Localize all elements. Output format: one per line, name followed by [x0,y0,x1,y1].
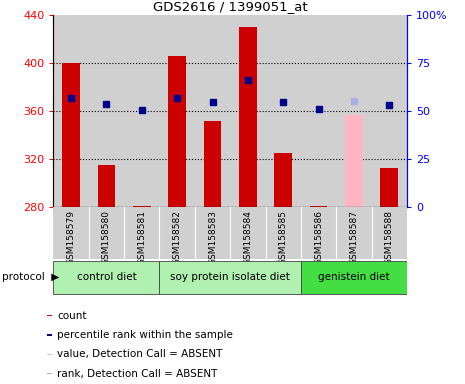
Bar [159,261,301,294]
Title: GDS2616 / 1399051_at: GDS2616 / 1399051_at [153,0,307,13]
Bar [310,206,327,207]
Text: GSM158588: GSM158588 [385,210,394,265]
Text: GSM158583: GSM158583 [208,210,217,265]
Text: rank, Detection Call = ABSENT: rank, Detection Call = ABSENT [57,369,217,379]
Text: GSM158586: GSM158586 [314,210,323,265]
Bar [266,207,301,259]
Bar [53,15,89,207]
Text: GSM158579: GSM158579 [66,210,76,265]
Bar [89,207,124,259]
Bar [62,63,80,207]
Bar [159,15,195,207]
Bar [195,207,230,259]
Text: protocol  ▶: protocol ▶ [2,272,60,283]
Text: GSM158585: GSM158585 [279,210,288,265]
Bar [53,261,159,294]
Bar [230,15,266,207]
Text: GSM158581: GSM158581 [137,210,146,265]
Bar [195,15,230,207]
Bar [53,207,89,259]
Bar [89,15,124,207]
Bar [133,206,151,207]
Bar [46,373,53,374]
Bar [46,315,53,316]
Text: GSM158580: GSM158580 [102,210,111,265]
Bar [301,15,336,207]
Bar [124,207,159,259]
Bar [46,334,53,336]
Bar [336,207,372,259]
Bar [98,166,115,207]
Text: soy protein isolate diet: soy protein isolate diet [170,272,290,282]
Bar [204,121,221,207]
Text: GSM158584: GSM158584 [243,210,252,265]
Bar [372,207,407,259]
Text: GSM158587: GSM158587 [349,210,359,265]
Text: GSM158582: GSM158582 [173,210,182,265]
Bar [372,15,407,207]
Text: value, Detection Call = ABSENT: value, Detection Call = ABSENT [57,349,222,359]
Text: genistein diet: genistein diet [318,272,390,282]
Text: control diet: control diet [77,272,136,282]
Bar [168,56,186,207]
Text: percentile rank within the sample: percentile rank within the sample [57,330,233,340]
Bar [230,207,266,259]
Text: count: count [57,311,86,321]
Bar [124,15,159,207]
Bar [239,27,257,207]
Bar [266,15,301,207]
Bar [301,261,407,294]
Bar [336,15,372,207]
Bar [301,207,336,259]
Bar [345,115,363,207]
Bar [46,354,53,355]
Bar [159,207,195,259]
Bar [380,168,398,207]
Bar [274,153,292,207]
